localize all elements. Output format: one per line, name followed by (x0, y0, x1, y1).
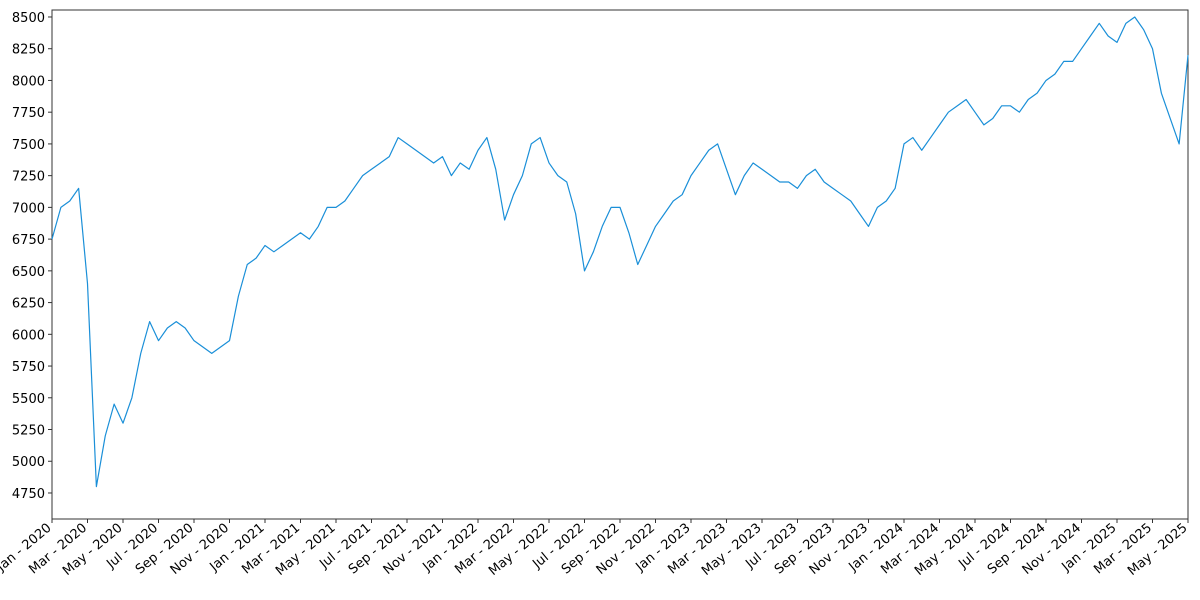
y-tick-label: 8000 (12, 74, 45, 89)
line-series (51, 16, 1189, 488)
y-tick-label: 6750 (12, 233, 45, 248)
y-tick-label: 7250 (12, 170, 45, 185)
y-tick-label: 4750 (12, 487, 45, 502)
y-tick-label: 5250 (12, 424, 45, 439)
y-tick-label: 7750 (12, 106, 45, 121)
y-tick-label: 7000 (12, 201, 45, 216)
y-tick-label: 6000 (12, 328, 45, 343)
y-tick-label: 6250 (12, 297, 45, 312)
y-tick-label: 5500 (12, 392, 45, 407)
y-tick-label: 5750 (12, 360, 45, 375)
y-tick-label: 8500 (12, 11, 45, 26)
y-tick-label: 7500 (12, 138, 45, 153)
y-tick-label: 6500 (12, 265, 45, 280)
plot-frame (51, 9, 1189, 520)
y-tick-label: 8250 (12, 43, 45, 58)
y-tick-label: 5000 (12, 455, 45, 470)
